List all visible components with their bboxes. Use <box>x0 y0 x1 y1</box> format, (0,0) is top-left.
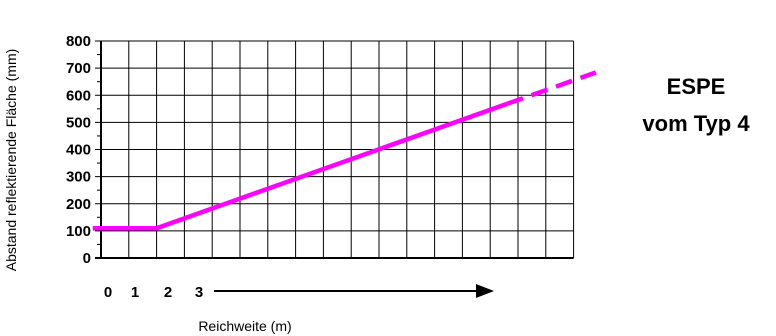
annotation-line-1: ESPE <box>667 74 726 99</box>
y-tick-label: 100 <box>66 223 91 240</box>
y-tick-label: 700 <box>66 60 91 77</box>
x-tick-label: 3 <box>195 284 203 301</box>
y-tick-label: 200 <box>66 196 91 213</box>
x-tick-label: 0 <box>104 284 112 301</box>
x-tick-label: 1 <box>131 284 139 301</box>
y-tick-label: 0 <box>83 250 91 267</box>
y-tick-labels: 0 100 200 300 400 500 600 700 800 <box>66 33 91 267</box>
dashed-line-extension <box>506 70 597 107</box>
grid <box>95 40 575 259</box>
y-tick-label: 300 <box>66 169 91 186</box>
x-tick-labels: 0 1 2 3 <box>104 284 203 301</box>
x-arrow-head <box>476 284 494 298</box>
y-axis-label: Abstand reflektierende Fläche (mm) <box>3 49 19 272</box>
x-axis-label: Reichweite (m) <box>198 318 291 334</box>
y-tick-label: 400 <box>66 142 91 159</box>
annotation-line-2: vom Typ 4 <box>642 111 750 136</box>
y-tick-label: 800 <box>66 33 91 50</box>
solid-line <box>92 101 508 231</box>
y-tick-label: 500 <box>66 114 91 131</box>
y-tick-label: 600 <box>66 87 91 104</box>
x-tick-label: 2 <box>164 284 172 301</box>
series-layer <box>92 70 597 231</box>
x-direction-arrow <box>214 284 494 298</box>
